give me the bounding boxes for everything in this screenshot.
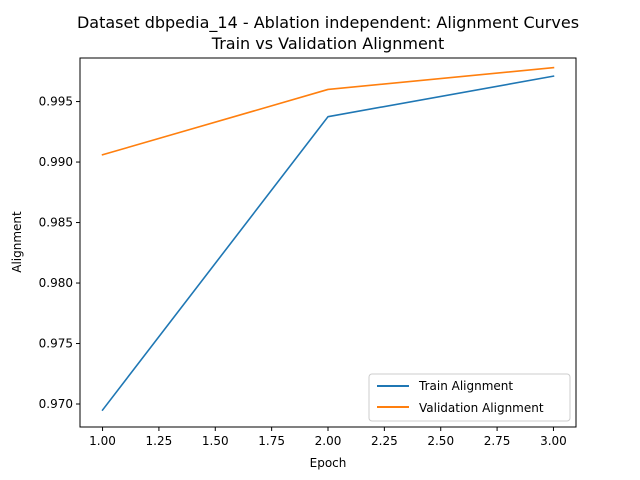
x-tick-label: 3.00 [540,434,567,448]
x-tick-label: 2.00 [315,434,342,448]
chart-subtitle: Train vs Validation Alignment [211,34,444,53]
x-tick-label: 2.25 [371,434,398,448]
y-axis-ticks: 0.970 0.975 0.980 0.985 0.990 0.995 [39,95,80,411]
chart-title: Dataset dbpedia_14 - Ablation independen… [77,13,579,33]
legend-box [368,373,571,422]
x-tick-label: 1.25 [146,434,173,448]
legend-label-train: Train Alignment [418,379,513,393]
x-tick-label: 2.75 [484,434,511,448]
series-line-validation [101,66,555,156]
x-tick-label: 1.75 [258,434,285,448]
x-tick-label: 1.50 [202,434,229,448]
y-tick-label: 0.980 [39,276,73,290]
y-axis-label: Alignment [10,211,24,273]
plot-frame [79,57,577,428]
x-tick-label: 1.00 [89,434,116,448]
x-tick-label: 2.50 [427,434,454,448]
legend-label-validation: Validation Alignment [419,401,544,415]
legend: Train Alignment Validation Alignment [368,373,571,422]
series-line-train [101,75,555,412]
y-tick-label: 0.995 [39,95,73,109]
y-tick-label: 0.975 [39,337,73,351]
y-tick-label: 0.990 [39,155,73,169]
y-tick-label: 0.985 [39,216,73,230]
x-axis-ticks: 1.00 1.25 1.50 1.75 2.00 2.25 2.50 2.75 3.00 [89,427,567,448]
x-axis-label: Epoch [310,456,347,470]
plot-lines [101,66,555,412]
y-tick-label: 0.970 [39,397,73,411]
